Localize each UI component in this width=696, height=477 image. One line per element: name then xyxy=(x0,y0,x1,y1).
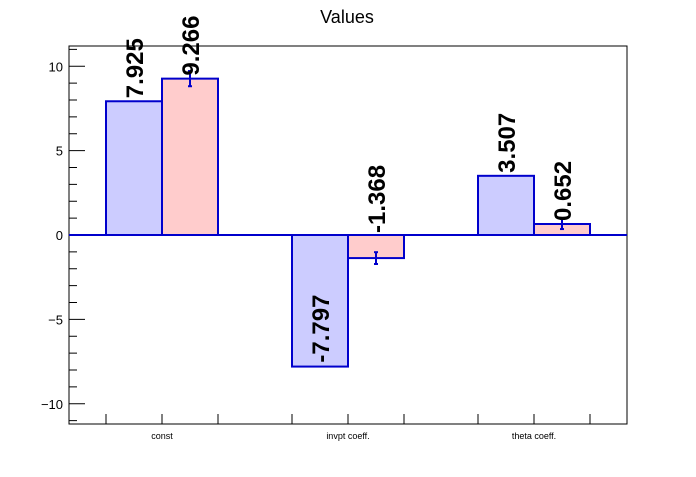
y-tick-label: 5 xyxy=(56,144,63,159)
data-label: 7.925 xyxy=(122,38,149,98)
x-tick-label: invpt coeff. xyxy=(326,431,369,441)
chart-title: Values xyxy=(320,7,374,27)
data-label: -1.368 xyxy=(364,165,391,233)
y-tick-label: −10 xyxy=(41,397,63,412)
y-tick-label: 0 xyxy=(56,228,63,243)
data-label: 9.266 xyxy=(178,16,205,76)
x-tick-label: theta coeff. xyxy=(512,431,556,441)
data-label: -7.797 xyxy=(308,295,335,363)
y-tick-label: 10 xyxy=(49,59,63,74)
data-label: 3.507 xyxy=(494,113,521,173)
data-label: 0.652 xyxy=(550,161,577,221)
x-tick-label: const xyxy=(151,431,173,441)
bar xyxy=(477,174,535,237)
bar xyxy=(291,234,349,368)
bar xyxy=(105,100,163,236)
y-tick-label: −5 xyxy=(48,312,63,327)
bar xyxy=(161,77,219,237)
